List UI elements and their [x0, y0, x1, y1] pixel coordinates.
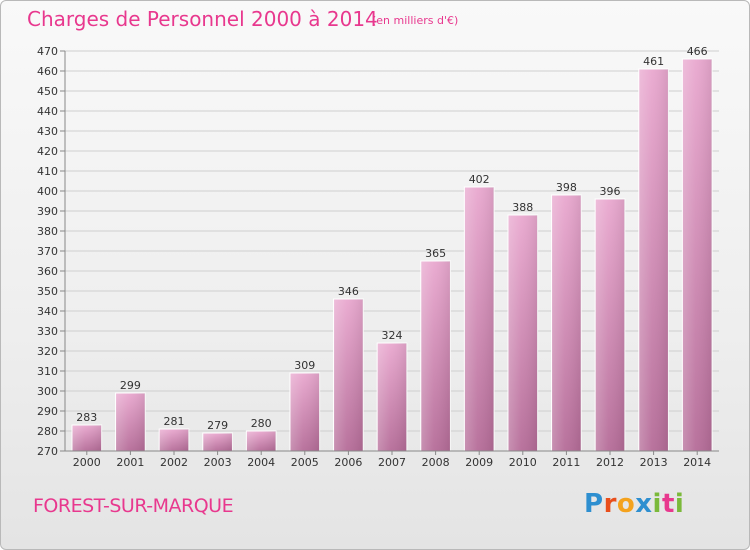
value-label-2003: 279 [207, 419, 228, 432]
x-tick-label-2009: 2009 [465, 456, 493, 469]
commune-name: FOREST-SUR-MARQUE [33, 495, 234, 517]
value-label-2002: 281 [164, 415, 185, 428]
y-tick-label: 440 [37, 105, 58, 118]
y-tick-label: 380 [37, 225, 58, 238]
x-tick-label-2005: 2005 [291, 456, 319, 469]
y-tick-label: 310 [37, 365, 58, 378]
bar-shade-2014 [682, 59, 713, 451]
value-label-2007: 324 [382, 329, 403, 342]
value-label-2010: 388 [512, 201, 533, 214]
y-tick-label: 290 [37, 405, 58, 418]
x-tick-label-2014: 2014 [683, 456, 711, 469]
value-label-2006: 346 [338, 285, 359, 298]
chart-subtitle: (en milliers d'€) [372, 14, 459, 27]
value-label-2000: 283 [76, 411, 97, 424]
value-label-2008: 365 [425, 247, 446, 260]
y-tick-label: 340 [37, 305, 58, 318]
bar-shade-2013 [638, 69, 669, 451]
proxiti-logo: Proxiti [584, 489, 685, 519]
bar-shade-2001 [115, 393, 146, 451]
x-tick-label-2012: 2012 [596, 456, 624, 469]
value-label-2001: 299 [120, 379, 141, 392]
bars: 283 299 281 279 280 309 346 324 365 402 388 398 396 4… [71, 45, 713, 452]
x-tick-label-2006: 2006 [334, 456, 362, 469]
y-tick-label: 360 [37, 265, 58, 278]
bar-shade-2002 [159, 429, 189, 451]
value-label-2013: 461 [643, 55, 664, 68]
value-label-2005: 309 [294, 359, 315, 372]
x-tick-label-2003: 2003 [204, 456, 232, 469]
bar-shade-2009 [464, 187, 495, 451]
bar-shade-2011 [551, 195, 582, 451]
value-label-2012: 396 [600, 185, 621, 198]
x-tick-label-2010: 2010 [509, 456, 537, 469]
bar-shade-2000 [71, 425, 102, 451]
x-tick-label-2007: 2007 [378, 456, 406, 469]
bar-shade-2007 [377, 343, 407, 451]
y-tick-label: 450 [37, 85, 58, 98]
bar-shade-2005 [289, 373, 320, 451]
y-tick-label: 420 [37, 145, 58, 158]
x-tick-label-2011: 2011 [552, 456, 580, 469]
x-tick-label-2013: 2013 [640, 456, 668, 469]
chart-title: Charges de Personnel 2000 à 2014 [27, 7, 378, 31]
bar-shade-2003 [202, 433, 233, 451]
bar-shade-2004 [246, 431, 277, 451]
y-tick-label: 390 [37, 205, 58, 218]
y-tick-label: 460 [37, 65, 58, 78]
value-label-2011: 398 [556, 181, 577, 194]
y-tick-label: 320 [37, 345, 58, 358]
axes: 270 280 290 300 310 320 330 340 350 360 370 380 390 4… [37, 45, 719, 469]
bar-shade-2008 [420, 261, 451, 451]
y-tick-label: 300 [37, 385, 58, 398]
value-label-2009: 402 [469, 173, 490, 186]
bar-shade-2010 [507, 215, 538, 451]
y-tick-label: 280 [37, 425, 58, 438]
y-tick-label: 370 [37, 245, 58, 258]
x-tick-label-2004: 2004 [247, 456, 275, 469]
x-tick-label-2008: 2008 [422, 456, 450, 469]
value-label-2014: 466 [687, 45, 708, 58]
y-tick-label: 350 [37, 285, 58, 298]
bar-shade-2012 [595, 199, 625, 451]
x-tick-label-2001: 2001 [116, 456, 144, 469]
y-tick-label: 400 [37, 185, 58, 198]
x-tick-label-2002: 2002 [160, 456, 188, 469]
y-tick-label: 410 [37, 165, 58, 178]
bar-shade-2006 [333, 299, 364, 451]
y-tick-label: 330 [37, 325, 58, 338]
y-tick-label: 430 [37, 125, 58, 138]
y-tick-label: 470 [37, 45, 58, 58]
y-tick-label: 270 [37, 445, 58, 458]
x-tick-label-2000: 2000 [73, 456, 101, 469]
value-label-2004: 280 [251, 417, 272, 430]
